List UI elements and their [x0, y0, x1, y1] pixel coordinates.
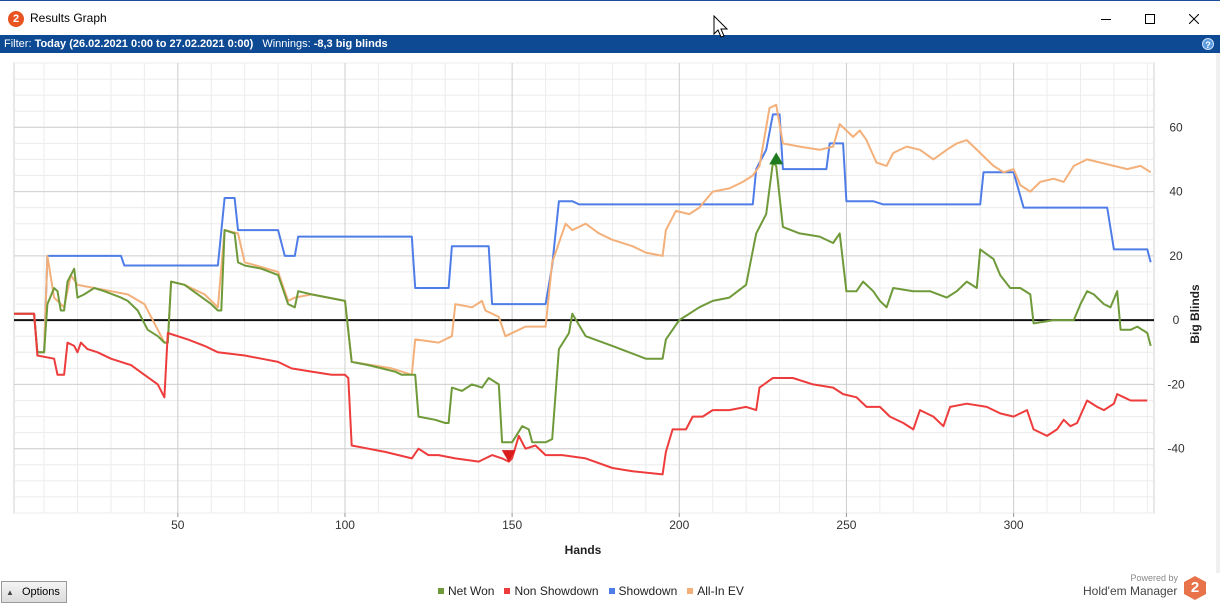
expand-up-icon: ▲	[6, 587, 14, 597]
winnings-value: -8,3 big blinds	[313, 38, 388, 50]
x-tick-label: 200	[669, 518, 689, 532]
close-icon	[1189, 13, 1199, 24]
y-tick-label: 40	[1169, 185, 1183, 199]
x-tick-label: 300	[1004, 518, 1024, 532]
brand-logo-icon: 2	[1184, 576, 1206, 600]
minimize-icon	[1101, 18, 1111, 20]
peak-marker[interactable]	[769, 152, 784, 165]
options-button[interactable]: ▲ Options	[1, 581, 67, 603]
title-bar[interactable]: 2 Results Graph	[0, 2, 1220, 35]
x-tick-label: 50	[171, 518, 185, 532]
legend-item[interactable]: All-In EV	[687, 584, 744, 598]
maximize-icon	[1145, 13, 1155, 24]
x-tick-label: 100	[335, 518, 355, 532]
brand-name: Hold'em Manager	[1083, 584, 1178, 598]
y-tick-label: 20	[1169, 249, 1183, 263]
legend-item[interactable]: Net Won	[438, 584, 494, 598]
window-title: Results Graph	[30, 11, 107, 25]
low-marker[interactable]	[501, 450, 516, 463]
filter-label: Filter:	[4, 38, 32, 50]
bottom-bar: ▲ Options Net Won Non Showdown Showdown All…	[0, 573, 1220, 607]
legend-label: Showdown	[618, 584, 678, 598]
chart-legend: Net Won Non Showdown Showdown All-In EV	[438, 584, 744, 598]
powered-by-text: Powered by	[1130, 573, 1178, 583]
y-tick-label: 0	[1173, 313, 1180, 327]
legend-swatch	[504, 588, 511, 594]
results-chart[interactable]: 50 100 150 200 250 300 60 40 20 0 -20 -40 Hands Big B…	[0, 53, 1220, 573]
mouse-cursor-icon	[713, 15, 729, 38]
filter-bar: Filter: Today (26.02.2021 0:00 to 27.02.…	[0, 35, 1220, 53]
maximize-button[interactable]	[1127, 2, 1173, 35]
close-button[interactable]	[1171, 2, 1217, 35]
legend-label: All-In EV	[697, 584, 744, 598]
legend-swatch	[608, 588, 615, 594]
filter-value[interactable]: Today (26.02.2021 0:00 to 27.02.2021 0:0…	[34, 38, 254, 50]
series-line-non-showdown[interactable]	[14, 312, 1148, 476]
minimize-button[interactable]	[1083, 2, 1129, 35]
legend-item[interactable]: Non Showdown	[504, 584, 599, 598]
series-line-net-won[interactable]	[14, 161, 1152, 444]
y-tick-label: -40	[1167, 442, 1185, 456]
x-axis-label: Hands	[565, 543, 602, 557]
y-tick-label: -20	[1167, 377, 1185, 391]
legend-item[interactable]: Showdown	[608, 584, 678, 598]
app-logo-icon: 2	[8, 11, 24, 27]
legend-swatch	[687, 588, 694, 594]
winnings-label: Winnings:	[262, 38, 311, 50]
options-label: Options	[22, 586, 60, 598]
y-tick-label: 60	[1169, 120, 1183, 134]
legend-label: Non Showdown	[514, 584, 599, 598]
legend-swatch	[438, 588, 444, 594]
x-tick-label: 250	[836, 518, 856, 532]
help-icon[interactable]: ?	[1202, 38, 1214, 50]
scrollbar-edge[interactable]	[1216, 53, 1220, 573]
x-tick-label: 150	[502, 518, 522, 532]
legend-label: Net Won	[448, 584, 495, 598]
y-axis-label: Big Blinds	[1188, 284, 1202, 344]
